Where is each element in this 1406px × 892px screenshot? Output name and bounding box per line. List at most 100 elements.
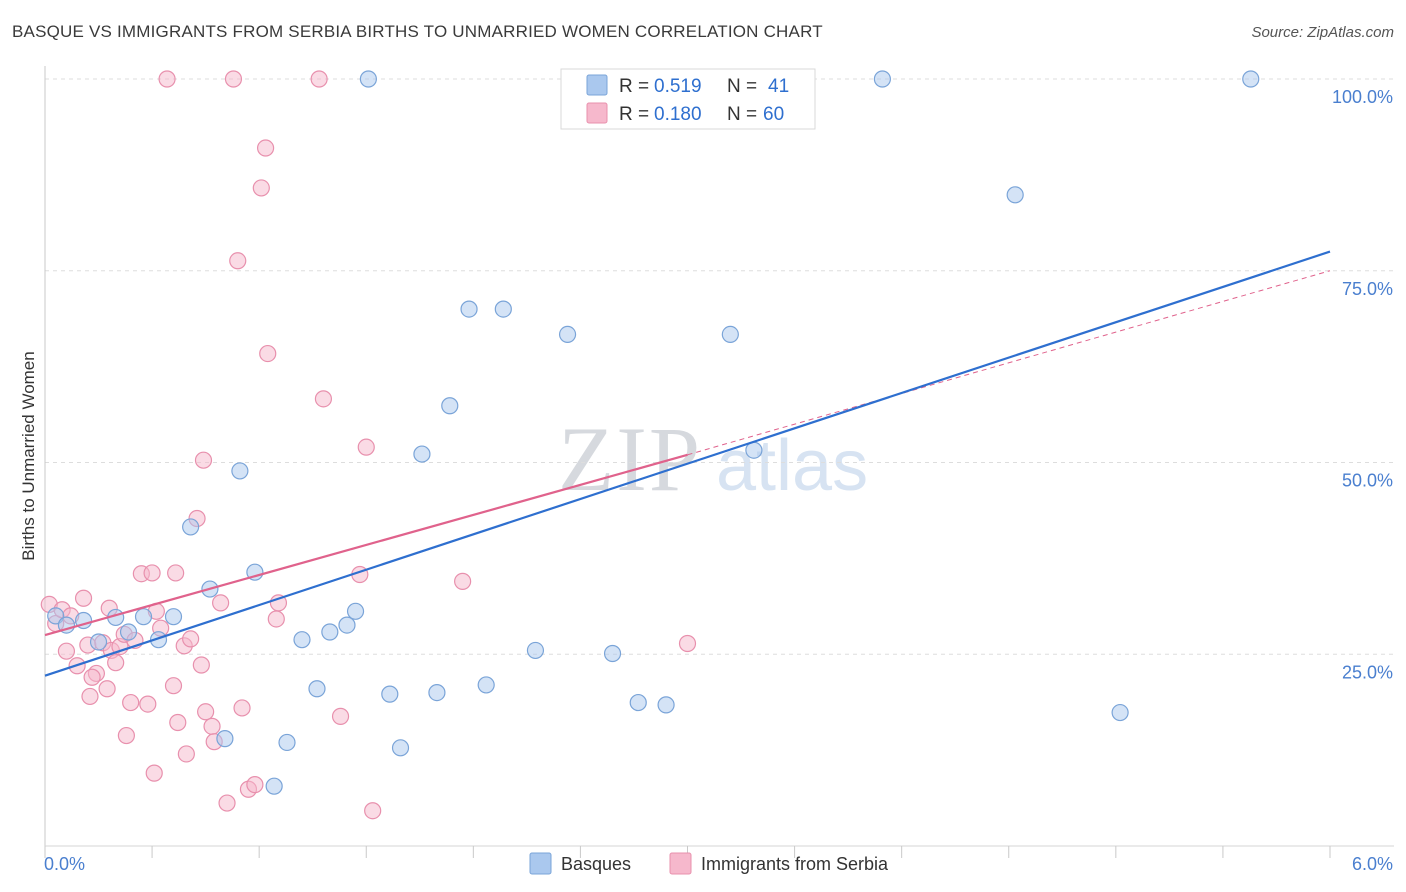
data-point-serbia [164,677,183,695]
data-point-basques [265,777,283,795]
y-tick-label: 75.0% [1342,279,1393,299]
data-point-serbia [182,630,200,648]
data-point-serbia [117,726,135,745]
data-point-basques [182,518,200,536]
grid-layer [45,78,1394,655]
data-point-serbia [192,656,210,674]
data-point-basques [149,631,168,649]
data-point-basques [308,680,326,698]
data-point-serbia [122,693,140,712]
data-point-basques [359,70,377,88]
data-point-serbia [167,564,185,582]
trendline-serbia-extension [687,270,1331,456]
data-point-serbia [246,776,264,794]
data-point-basques [494,300,512,318]
data-point-basques [216,730,234,748]
series-immigrants-from-serbia [40,70,697,820]
data-point-serbia [107,654,125,672]
data-point-basques [391,739,410,757]
source-label: Source: ZipAtlas.com [1251,24,1394,41]
data-point-basques [164,608,183,626]
data-point-basques [231,462,249,480]
stats-legend-swatch-basques [586,74,608,96]
data-point-basques [721,325,739,344]
series-basques [47,70,1260,795]
stats-r-label-serbia: R = [619,104,649,125]
chart-title: BASQUE VS IMMIGRANTS FROM SERBIA BIRTHS … [12,22,823,41]
data-point-basques [381,685,399,703]
watermark: ZIP atlas [558,408,868,510]
data-point-basques [346,602,365,620]
legend-label-basques[interactable]: Basques [561,854,631,874]
y-tick-label: 50.0% [1342,471,1393,491]
stats-n-value-serbia: 60 [763,104,784,125]
data-point-serbia [256,139,275,157]
data-point-serbia [229,252,247,270]
data-point-basques [119,623,138,641]
data-point-serbia [364,802,382,820]
data-point-basques [134,608,153,626]
data-point-serbia [233,699,251,717]
data-point-serbia [74,589,93,607]
stats-r-value-basques: 0.519 [654,76,702,97]
x-tick-label-max: 6.0% [1352,854,1393,874]
data-point-serbia [310,70,328,88]
data-point-basques [477,676,495,694]
data-point-serbia [252,179,270,197]
data-point-serbia [218,794,236,812]
data-point-serbia [81,687,99,706]
stats-n-label-basques: N = [727,76,757,97]
data-point-serbia [194,451,213,469]
data-point-serbia [139,695,157,713]
legend-swatch-serbia[interactable] [669,852,692,875]
data-point-serbia [267,610,285,628]
data-point-basques [460,300,478,318]
data-point-serbia [357,438,375,456]
data-point-serbia [145,764,163,782]
stats-r-label-basques: R = [619,76,649,97]
y-tick-labels: 25.0% 50.0% 75.0% 100.0% [1332,87,1393,682]
data-point-serbia [331,707,350,725]
data-point-serbia [224,70,243,88]
data-point-serbia [212,594,230,612]
data-point-basques [278,733,296,752]
data-point-basques [293,631,311,649]
data-point-basques [873,70,891,88]
legend-label-serbia[interactable]: Immigrants from Serbia [701,854,889,874]
legend-swatch-basques[interactable] [529,852,552,875]
data-point-basques [603,644,622,663]
data-point-basques [89,633,108,651]
data-point-serbia [83,668,101,686]
data-point-serbia [203,717,221,735]
data-point-basques [657,696,675,714]
data-point-basques [1111,703,1129,722]
data-point-serbia [169,713,187,732]
data-point-basques [441,397,459,415]
data-point-basques [338,616,356,634]
y-tick-label: 25.0% [1342,662,1393,682]
series-legend: Basques Immigrants from Serbia [529,852,889,875]
data-point-serbia [678,634,697,653]
data-point-serbia [158,70,176,88]
x-tick-layer [44,846,1331,858]
data-point-basques [526,641,545,660]
stats-r-value-serbia: 0.180 [654,104,702,125]
stats-n-value-basques: 41 [768,76,789,97]
data-point-basques [558,325,577,344]
data-point-serbia [57,642,76,660]
trendline-basques [44,250,1331,677]
data-point-basques [428,683,446,702]
data-point-serbia [454,572,472,590]
data-point-serbia [177,745,195,763]
data-point-basques [1006,186,1024,204]
data-point-basques [1242,70,1260,88]
trendline-serbia [44,453,688,637]
data-point-basques [321,623,339,641]
y-axis-title: Births to Unmarried Women [19,351,38,560]
trend-lines [44,250,1331,677]
data-point-basques [413,445,431,463]
stats-legend-swatch-serbia [586,102,608,124]
data-point-serbia [197,703,215,721]
x-tick-label-min: 0.0% [44,854,85,874]
